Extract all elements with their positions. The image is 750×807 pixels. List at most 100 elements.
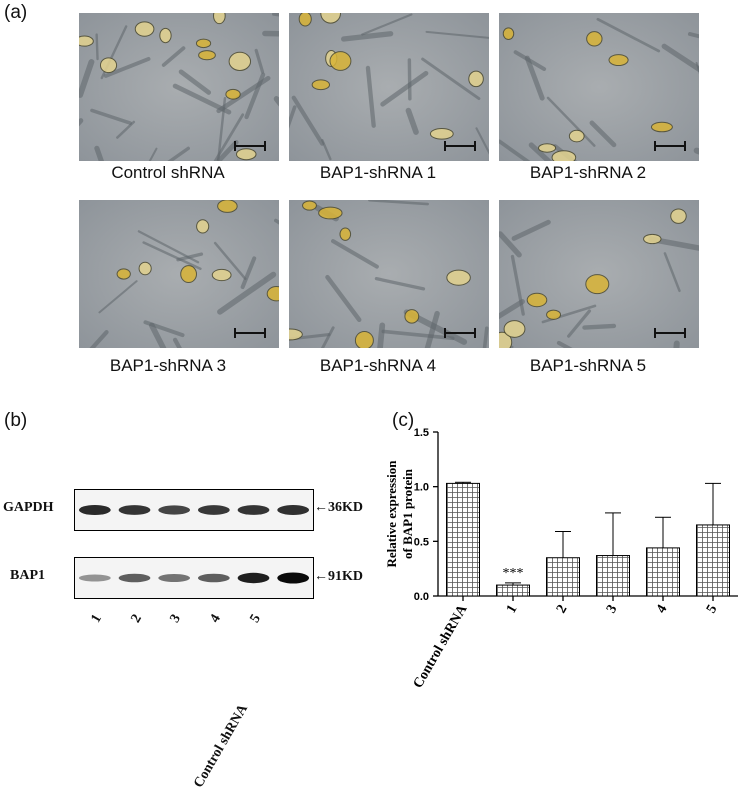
- cell-process: [661, 43, 699, 73]
- cell-body: [468, 70, 484, 88]
- cell-body: [138, 261, 152, 276]
- cell-process: [499, 139, 531, 161]
- cell-process: [421, 57, 481, 101]
- cell-process: [556, 340, 573, 348]
- bap1-expression-chart: 0.0 0.5 1.0 1.5 Relative expressionof BAP1 p…: [384, 427, 738, 691]
- bar-4: [646, 547, 680, 597]
- cell-process: [380, 70, 429, 107]
- cell-process: [482, 326, 489, 348]
- cell-body: [302, 200, 317, 211]
- cell-body: [608, 54, 629, 67]
- blot-lane-label: 1: [88, 611, 105, 626]
- blot-membrane-bap1: [74, 557, 314, 599]
- blot-band: [78, 574, 111, 582]
- cell-body: [116, 268, 131, 280]
- cell-process: [596, 17, 661, 53]
- micrograph-background: [79, 200, 279, 348]
- marker-gapdh: ←36KD: [314, 500, 363, 515]
- marker-bap1: ←91KD: [314, 569, 363, 584]
- blot-bands-bap1: [78, 572, 310, 584]
- x-tick-label: 2: [554, 603, 570, 617]
- caption-shrna-5: BAP1-shRNA 5: [529, 356, 647, 375]
- cell-process: [89, 330, 109, 348]
- cell-body: [503, 320, 526, 338]
- cell-process: [148, 147, 158, 161]
- cell-body: [217, 200, 238, 213]
- cell-body: [502, 27, 515, 40]
- panel-a-label: (a): [4, 2, 28, 23]
- cell-process: [589, 120, 617, 148]
- cell-process: [475, 127, 489, 155]
- caption-shrna-4: BAP1-shRNA 4: [319, 356, 437, 375]
- y-axis-label-line1: Relative expression: [384, 460, 399, 568]
- cell-body: [643, 233, 662, 245]
- cell-process: [95, 33, 99, 61]
- cell-body: [211, 268, 232, 282]
- bar-1: [496, 584, 530, 597]
- cell-body: [538, 143, 557, 153]
- blot-bands-gapdh: [78, 504, 310, 516]
- cell-process: [567, 309, 592, 338]
- cell-body: [546, 309, 562, 320]
- cell-body: [339, 227, 352, 241]
- cell-process: [365, 65, 376, 128]
- cell-process: [546, 96, 596, 147]
- blot-label-gapdh: GAPDH: [3, 500, 54, 515]
- cell-process: [528, 142, 553, 161]
- blot-band: [78, 504, 111, 516]
- cell-process: [361, 13, 413, 36]
- cell-process: [142, 241, 202, 271]
- y-tick-label: 1.0: [414, 482, 429, 494]
- cell-body: [266, 286, 279, 302]
- blot-band: [118, 505, 151, 515]
- blot-band: [237, 505, 270, 515]
- x-tick-label: 4: [654, 603, 670, 617]
- cell-process: [103, 56, 151, 78]
- caption-shrna-3: BAP1-shRNA 3: [109, 356, 227, 375]
- panel-b-label: (b): [4, 410, 28, 431]
- y-axis-label: Relative expressionof BAP1 protein: [384, 460, 415, 568]
- cell-body: [134, 21, 155, 37]
- cell-process: [368, 200, 430, 206]
- cell-process: [511, 219, 551, 241]
- cell-process: [149, 322, 167, 348]
- blot-band: [277, 505, 310, 515]
- panel-c-label: (c): [392, 410, 415, 431]
- bar-3: [596, 555, 630, 597]
- cell-process: [405, 107, 419, 135]
- cell-process: [331, 239, 379, 269]
- cell-process: [161, 46, 186, 67]
- cell-body: [99, 57, 118, 74]
- cell-body: [650, 121, 673, 133]
- caption-shrna-2: BAP1-shRNA 2: [529, 163, 647, 182]
- cell-body: [311, 79, 331, 91]
- cell-process: [178, 69, 212, 95]
- cell-process: [325, 274, 362, 323]
- cell-body: [298, 13, 312, 27]
- blot-band: [118, 573, 151, 583]
- x-tick-label: 3: [604, 603, 620, 617]
- micrograph-image: [79, 200, 279, 348]
- cell-process: [321, 139, 332, 161]
- cell-body: [429, 127, 454, 140]
- cell-process: [341, 31, 394, 42]
- cell-body: [568, 129, 585, 143]
- cell-process: [374, 277, 426, 291]
- micrograph-image: [289, 13, 489, 161]
- blot-lane-label: 3: [167, 611, 185, 626]
- cell-body: [228, 51, 252, 71]
- cell-process: [499, 299, 525, 320]
- blot-band: [237, 572, 270, 584]
- bar-2: [546, 557, 580, 597]
- caption-control: Control shRNA: [111, 163, 225, 182]
- significance-annotation: ***: [503, 566, 524, 581]
- cell-body: [586, 31, 603, 47]
- cell-process: [673, 340, 680, 348]
- cell-body: [670, 208, 687, 224]
- cell-process: [213, 241, 247, 281]
- cell-body: [79, 35, 94, 47]
- cell-process: [240, 256, 257, 290]
- x-tick-label: 1: [504, 603, 520, 617]
- cell-process: [381, 329, 455, 341]
- cell-body: [318, 206, 343, 220]
